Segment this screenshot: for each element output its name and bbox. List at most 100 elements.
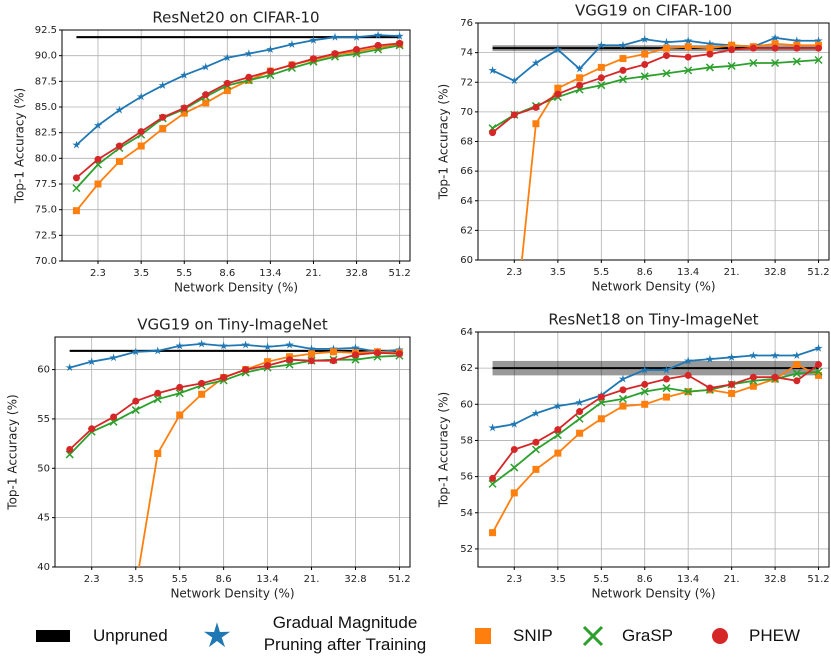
square-marker — [728, 41, 736, 49]
star-marker — [575, 64, 584, 73]
x-marker — [72, 184, 81, 193]
series-line — [491, 363, 820, 479]
star-marker — [175, 341, 184, 350]
circle-marker — [576, 81, 584, 89]
star-marker — [792, 36, 801, 45]
circle-marker — [510, 446, 518, 453]
star-marker — [158, 81, 167, 89]
star-marker — [662, 37, 671, 46]
circle-marker — [266, 67, 274, 75]
y-tick-label: 60 — [460, 255, 473, 266]
circle-marker — [576, 408, 584, 416]
star-marker — [219, 341, 228, 350]
x-marker — [814, 367, 823, 376]
square-marker — [554, 449, 562, 457]
star-marker — [203, 622, 231, 648]
circle-marker — [793, 377, 801, 385]
star-marker — [309, 35, 318, 44]
x-marker — [553, 431, 562, 440]
star-marker — [814, 343, 823, 352]
star-marker — [263, 342, 272, 351]
circle-marker — [154, 389, 162, 397]
circle-marker — [728, 380, 736, 388]
y-tick-label: 55 — [37, 414, 50, 425]
star-marker — [109, 353, 118, 362]
plot-content — [72, 30, 404, 215]
y-tick-label: 52 — [460, 544, 473, 555]
x-marker — [640, 72, 649, 81]
x-marker — [771, 58, 780, 68]
star-marker — [770, 33, 780, 42]
x-tick-label: 51.2 — [389, 268, 411, 279]
y-tick-label: 72.5 — [35, 230, 57, 241]
square-marker — [176, 411, 184, 419]
plot-content — [65, 339, 404, 567]
series-line — [491, 363, 819, 534]
y-tick-label: 62 — [460, 363, 473, 374]
y-tick-label: 50 — [37, 463, 50, 474]
square-marker — [72, 207, 80, 215]
series-line — [75, 34, 400, 146]
star-marker — [553, 45, 563, 54]
square-marker — [815, 371, 823, 379]
circle-marker — [684, 53, 692, 61]
x-tick-label: 8.6 — [219, 268, 235, 279]
x-tick-label: 2.3 — [84, 574, 100, 585]
y-tick-label: 60 — [37, 365, 50, 376]
x-marker — [575, 414, 584, 423]
y-tick-label: 85.0 — [35, 102, 57, 113]
circle-marker — [331, 50, 339, 58]
y-tick-label: 45 — [37, 513, 50, 524]
circle-marker — [532, 103, 540, 111]
square-marker — [662, 44, 670, 52]
circle-marker — [176, 383, 184, 391]
x-marker — [618, 75, 628, 84]
square-marker — [597, 63, 605, 71]
series-line — [75, 42, 400, 179]
star-marker — [510, 419, 519, 428]
square-marker — [576, 74, 584, 82]
legend-label: Unpruned — [93, 626, 168, 645]
circle-marker — [159, 113, 167, 121]
star-marker — [373, 30, 383, 39]
star-marker — [153, 346, 162, 355]
series-line — [69, 343, 400, 369]
x-tick-label: 32.8 — [764, 574, 786, 585]
x-marker — [510, 463, 519, 472]
x-axis-label: Network Density (%) — [174, 281, 298, 295]
star-marker — [115, 105, 124, 114]
square-marker — [532, 120, 540, 128]
star-marker — [287, 40, 297, 48]
star-marker — [330, 32, 340, 41]
circle-marker — [88, 425, 96, 433]
x-tick-label: 21. — [724, 267, 740, 278]
plot-bg — [55, 337, 410, 567]
series-line — [492, 36, 819, 82]
y-tick-label: 70.0 — [35, 256, 57, 267]
x-tick-label: 32.8 — [764, 267, 786, 278]
x-marker — [684, 66, 693, 75]
series-line — [69, 351, 400, 451]
circle-marker — [712, 628, 728, 644]
y-tick-label: 74 — [460, 48, 473, 59]
y-tick-label: 76 — [460, 18, 473, 29]
x-tick-label: 13.4 — [677, 574, 699, 585]
square-marker — [771, 40, 779, 48]
circle-marker — [815, 44, 823, 52]
circle-marker — [351, 351, 359, 359]
square-marker — [597, 415, 605, 423]
series-line — [492, 347, 819, 429]
x-tick-label: 13.4 — [677, 267, 699, 278]
square-marker — [329, 348, 337, 356]
star-marker — [727, 352, 736, 361]
x-marker — [662, 69, 671, 78]
circle-marker — [309, 55, 317, 63]
star-marker — [640, 365, 649, 374]
y-tick-label: 92.5 — [35, 25, 57, 36]
star-marker — [93, 121, 103, 130]
circle-marker — [308, 357, 316, 365]
x-marker — [488, 479, 497, 488]
star-marker — [792, 351, 801, 360]
circle-marker — [137, 128, 145, 136]
